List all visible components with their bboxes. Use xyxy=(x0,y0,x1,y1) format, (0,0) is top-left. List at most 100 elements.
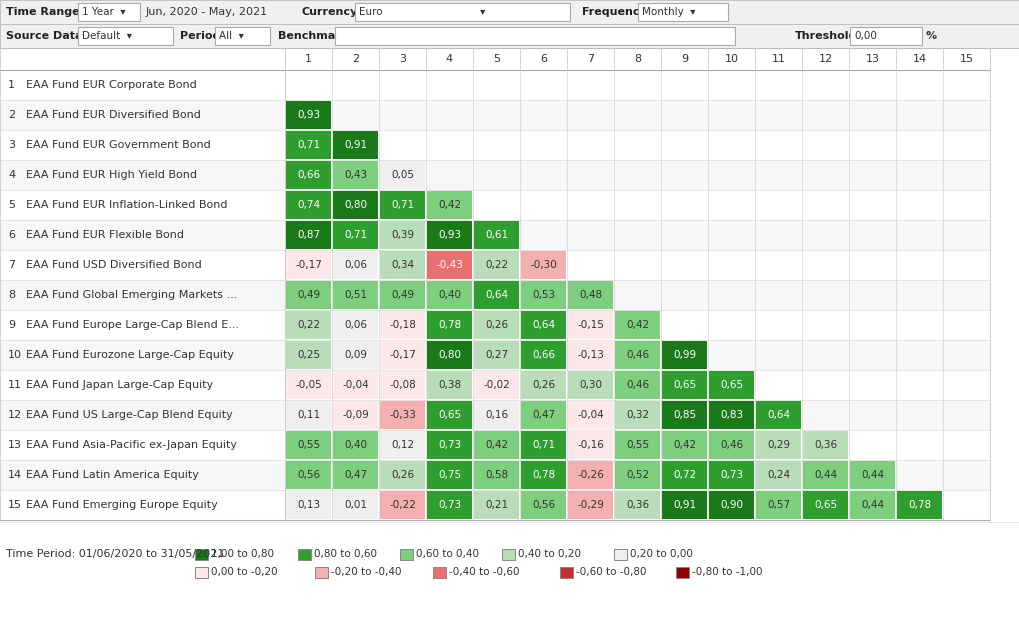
Text: 1: 1 xyxy=(305,54,312,64)
Text: 13: 13 xyxy=(865,54,878,64)
Text: 15: 15 xyxy=(959,54,972,64)
Text: EAA Fund USD Diversified Bond: EAA Fund USD Diversified Bond xyxy=(25,260,202,270)
Text: 0,48: 0,48 xyxy=(579,290,601,300)
Text: -0,43: -0,43 xyxy=(436,260,463,270)
Text: 0,93: 0,93 xyxy=(437,230,461,240)
Text: 0,53: 0,53 xyxy=(532,290,554,300)
Bar xyxy=(355,3,570,21)
Bar xyxy=(521,491,566,519)
Bar xyxy=(0,340,989,370)
Bar xyxy=(613,549,627,560)
Text: 0,20 to 0,00: 0,20 to 0,00 xyxy=(630,549,692,559)
Bar xyxy=(521,341,566,369)
Text: -0,04: -0,04 xyxy=(341,380,369,390)
Text: 0,90: 0,90 xyxy=(719,500,742,510)
Text: -0,17: -0,17 xyxy=(388,350,416,360)
Text: 0,71: 0,71 xyxy=(390,200,414,210)
Text: -0,33: -0,33 xyxy=(388,410,416,420)
Bar xyxy=(298,549,311,560)
Bar xyxy=(332,491,378,519)
Bar xyxy=(285,311,331,339)
Text: 0,16: 0,16 xyxy=(484,410,507,420)
Bar xyxy=(427,371,472,399)
Text: -0,22: -0,22 xyxy=(388,500,416,510)
Bar xyxy=(637,3,728,21)
Text: 1: 1 xyxy=(8,80,15,90)
Bar xyxy=(568,401,612,429)
Bar xyxy=(0,220,989,250)
Bar xyxy=(77,3,140,21)
Bar xyxy=(755,491,800,519)
Text: 7: 7 xyxy=(8,260,15,270)
Text: -0,02: -0,02 xyxy=(483,380,510,390)
Bar xyxy=(501,549,515,560)
Text: 0,75: 0,75 xyxy=(437,470,461,480)
Text: Euro                              ▾: Euro ▾ xyxy=(359,7,485,17)
Bar xyxy=(332,431,378,459)
Text: 0,78: 0,78 xyxy=(532,470,554,480)
Text: 0,51: 0,51 xyxy=(343,290,367,300)
Text: -0,26: -0,26 xyxy=(577,470,603,480)
Text: 0,73: 0,73 xyxy=(437,440,461,450)
Bar xyxy=(614,491,659,519)
Bar xyxy=(285,461,331,489)
Bar xyxy=(380,461,425,489)
Text: 0,65: 0,65 xyxy=(719,380,742,390)
Text: 0,78: 0,78 xyxy=(907,500,930,510)
Text: 0,74: 0,74 xyxy=(297,200,320,210)
Text: 14: 14 xyxy=(8,470,22,480)
Bar xyxy=(0,100,989,130)
Text: 0,93: 0,93 xyxy=(297,110,320,120)
Text: 0,21: 0,21 xyxy=(484,500,507,510)
Bar xyxy=(285,431,331,459)
Text: 0,30: 0,30 xyxy=(579,380,601,390)
Text: 14: 14 xyxy=(912,54,925,64)
Bar xyxy=(474,431,519,459)
Text: -0,20 to -0,40: -0,20 to -0,40 xyxy=(331,567,401,577)
Bar xyxy=(0,0,1019,24)
Text: 0,87: 0,87 xyxy=(297,230,320,240)
Text: 11: 11 xyxy=(8,380,22,390)
Text: EAA Fund US Large-Cap Blend Equity: EAA Fund US Large-Cap Blend Equity xyxy=(25,410,232,420)
Bar xyxy=(427,281,472,309)
Bar xyxy=(0,490,989,520)
Text: 5: 5 xyxy=(8,200,15,210)
Text: 0,05: 0,05 xyxy=(390,170,414,180)
Text: 0,25: 0,25 xyxy=(297,350,320,360)
Text: 5: 5 xyxy=(492,54,499,64)
Bar xyxy=(77,27,173,45)
Bar xyxy=(433,567,445,577)
Text: 2: 2 xyxy=(8,110,15,120)
Text: 0,00: 0,00 xyxy=(853,31,876,41)
Text: 8: 8 xyxy=(8,290,15,300)
Text: 0,40 to 0,20: 0,40 to 0,20 xyxy=(518,549,581,559)
Text: 0,46: 0,46 xyxy=(626,350,648,360)
Bar xyxy=(0,70,989,100)
Text: 0,09: 0,09 xyxy=(343,350,367,360)
Text: 0,32: 0,32 xyxy=(626,410,648,420)
Bar xyxy=(708,461,753,489)
Text: EAA Fund EUR Flexible Bond: EAA Fund EUR Flexible Bond xyxy=(25,230,183,240)
Bar xyxy=(755,401,800,429)
Text: 4: 4 xyxy=(445,54,452,64)
Text: -0,05: -0,05 xyxy=(294,380,322,390)
Bar xyxy=(332,251,378,279)
Text: 10: 10 xyxy=(8,350,22,360)
Bar xyxy=(559,567,573,577)
Bar xyxy=(521,401,566,429)
Bar xyxy=(0,24,1019,48)
Bar xyxy=(195,549,208,560)
Bar xyxy=(380,431,425,459)
Bar xyxy=(568,431,612,459)
Bar xyxy=(285,161,331,189)
Bar xyxy=(399,549,413,560)
Text: -0,08: -0,08 xyxy=(388,380,416,390)
Bar xyxy=(849,491,894,519)
Text: 0,71: 0,71 xyxy=(297,140,320,150)
Text: Threshold: Threshold xyxy=(794,31,857,41)
Text: 0,40: 0,40 xyxy=(437,290,461,300)
Bar xyxy=(315,567,328,577)
Bar xyxy=(568,341,612,369)
Text: 0,72: 0,72 xyxy=(673,470,695,480)
Bar xyxy=(568,311,612,339)
